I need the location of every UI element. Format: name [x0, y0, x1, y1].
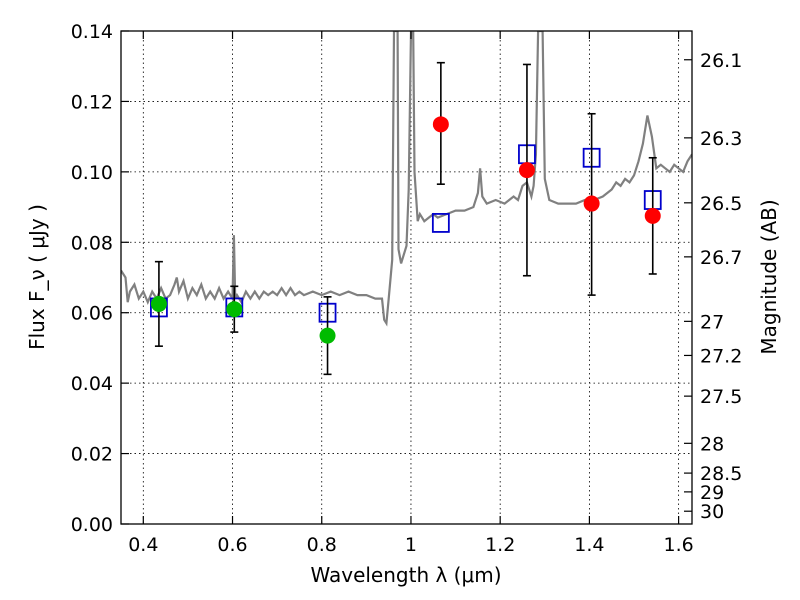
- y-axis-label: Flux F_ν ( μJy ): [25, 204, 49, 350]
- marker-layer: [150, 61, 662, 376]
- x-tick-label: 0.8: [307, 534, 337, 556]
- x-tick-label: 0.6: [217, 534, 247, 556]
- spectrum-curve-layer: [121, 31, 692, 327]
- circle-marker: [150, 295, 167, 312]
- x-axis: 0.4 0.6 0.8 1 1.2 1.4 1.6: [128, 31, 694, 556]
- y-tick-label: 0.06: [71, 303, 113, 325]
- circle-marker: [226, 301, 243, 318]
- y2-tick-label: 27.5: [700, 386, 742, 408]
- y-tick-label: 0.04: [71, 373, 113, 395]
- y2-tick-label: 28.5: [700, 463, 742, 485]
- grid-lines: [121, 31, 692, 524]
- y2-tick-label: 27: [700, 311, 724, 333]
- y2-tick-label: 26.7: [700, 247, 742, 269]
- x-tick-label: 1.6: [664, 534, 694, 556]
- y-tick-label: 0.02: [71, 444, 113, 466]
- y-tick-label: 0.14: [71, 21, 113, 43]
- x-tick-label: 1: [405, 534, 417, 556]
- square-marker: [431, 213, 450, 233]
- circle-marker: [319, 327, 336, 344]
- y-tick-label: 0.08: [71, 232, 113, 254]
- y2-tick-label: 29: [700, 482, 724, 504]
- x-tick-label: 0.4: [128, 534, 158, 556]
- y2-tick-label: 26.1: [700, 50, 742, 72]
- y2-tick-label: 26.3: [700, 128, 742, 150]
- y2-tick-label: 28: [700, 433, 724, 455]
- x-tick-label: 1.4: [574, 534, 604, 556]
- circle-marker: [583, 195, 600, 212]
- circle-marker: [432, 116, 449, 133]
- y-axis: 0.00 0.02 0.04 0.06 0.08 0.10 0.12 0.14: [71, 21, 129, 536]
- plot-frame: [120, 30, 693, 525]
- y-tick-label: 0.12: [71, 91, 113, 113]
- x-tick-label: 1.2: [485, 534, 515, 556]
- y-tick-label: 0.00: [71, 514, 113, 536]
- y2-axis-label: Magnitude (AB): [757, 199, 781, 354]
- circle-marker: [644, 207, 661, 224]
- spectrum-line: [121, 31, 692, 327]
- y2-tick-label: 26.5: [700, 193, 742, 215]
- circle-marker: [518, 162, 535, 179]
- y2-tick-label: 30: [700, 501, 724, 523]
- x-axis-label: Wavelength λ (μm): [310, 563, 501, 587]
- y-tick-label: 0.10: [71, 162, 113, 184]
- y2-tick-label: 27.2: [700, 345, 742, 367]
